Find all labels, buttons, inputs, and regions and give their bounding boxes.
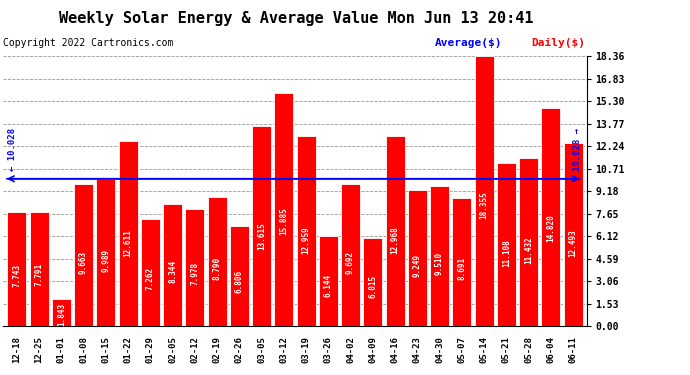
Text: 8.344: 8.344 — [168, 260, 177, 283]
Text: 10.028 →: 10.028 → — [573, 128, 582, 171]
Text: 7.743: 7.743 — [12, 264, 21, 286]
Bar — [453, 198, 471, 326]
Bar — [497, 163, 516, 326]
Text: Weekly Solar Energy & Average Value Mon Jun 13 20:41: Weekly Solar Energy & Average Value Mon … — [59, 11, 534, 26]
Text: 6.806: 6.806 — [235, 270, 244, 293]
Text: 11.108: 11.108 — [502, 239, 511, 267]
Text: 6.015: 6.015 — [368, 275, 377, 298]
Bar — [564, 142, 582, 326]
Text: 14.820: 14.820 — [546, 214, 555, 242]
Bar — [141, 219, 160, 326]
Text: 6.144: 6.144 — [324, 274, 333, 297]
Text: 9.692: 9.692 — [346, 251, 355, 274]
Bar — [519, 158, 538, 326]
Text: 7.262: 7.262 — [146, 267, 155, 290]
Bar — [408, 190, 427, 326]
Text: Copyright 2022 Cartronics.com: Copyright 2022 Cartronics.com — [3, 38, 174, 48]
Bar — [341, 184, 360, 326]
Bar — [475, 56, 493, 326]
Text: ← 10.028: ← 10.028 — [8, 128, 17, 171]
Bar — [319, 236, 338, 326]
Text: 13.615: 13.615 — [257, 222, 266, 250]
Text: 12.968: 12.968 — [391, 226, 400, 254]
Bar — [430, 186, 449, 326]
Bar — [208, 197, 226, 326]
Bar — [275, 93, 293, 326]
Bar — [186, 209, 204, 326]
Bar — [386, 135, 404, 326]
Bar — [97, 179, 115, 326]
Bar — [542, 108, 560, 326]
Text: Average($): Average($) — [435, 38, 502, 48]
Bar — [364, 238, 382, 326]
Text: Daily($): Daily($) — [531, 38, 585, 48]
Text: 1.843: 1.843 — [57, 303, 66, 326]
Bar — [8, 212, 26, 326]
Bar — [252, 126, 271, 326]
Text: 12.493: 12.493 — [569, 230, 578, 258]
Text: 9.510: 9.510 — [435, 252, 444, 275]
Text: 15.885: 15.885 — [279, 207, 288, 235]
Bar — [30, 211, 48, 326]
Bar — [119, 141, 137, 326]
Text: 9.989: 9.989 — [101, 249, 110, 272]
Text: 11.432: 11.432 — [524, 237, 533, 264]
Text: 12.611: 12.611 — [124, 229, 132, 256]
Text: 9.249: 9.249 — [413, 254, 422, 277]
Bar — [230, 226, 249, 326]
Text: 7.978: 7.978 — [190, 262, 199, 285]
Bar — [297, 136, 315, 326]
Text: 8.790: 8.790 — [213, 256, 221, 280]
Bar — [74, 184, 93, 326]
Text: 9.663: 9.663 — [79, 251, 88, 274]
Text: 7.791: 7.791 — [34, 263, 43, 286]
Text: 8.691: 8.691 — [457, 257, 466, 280]
Bar — [163, 204, 182, 326]
Bar — [52, 299, 71, 326]
Text: 12.959: 12.959 — [302, 226, 310, 254]
Text: 18.355: 18.355 — [480, 191, 489, 219]
